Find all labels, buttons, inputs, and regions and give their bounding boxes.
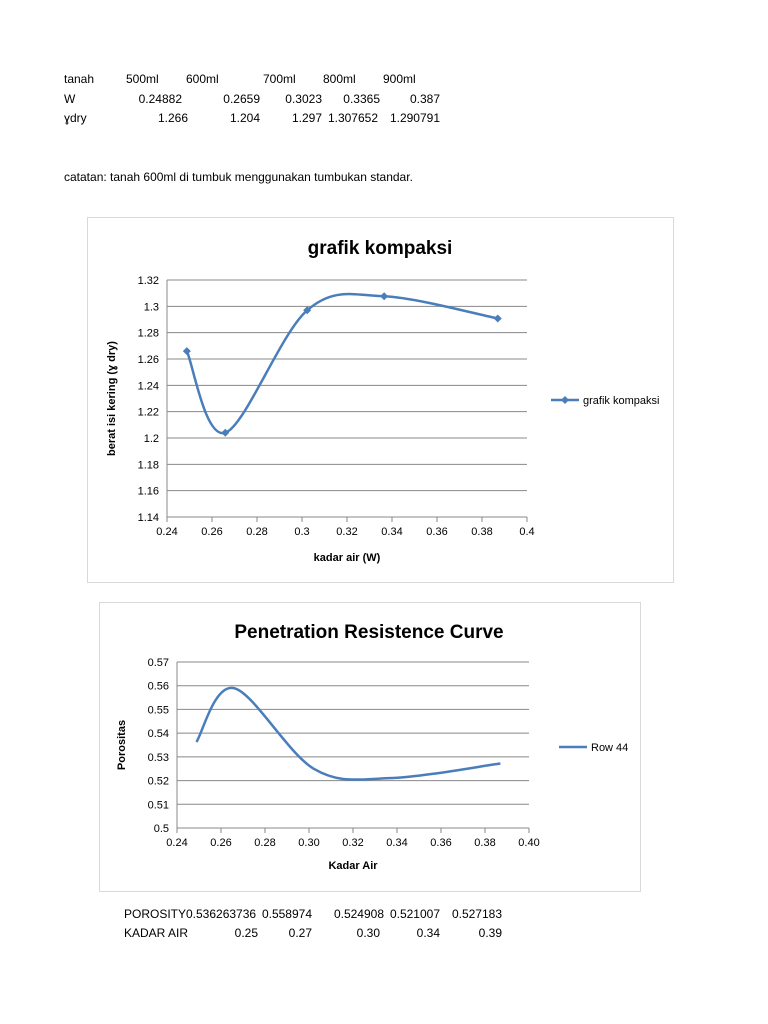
x-tick-label: 0.28	[254, 837, 275, 849]
table-cell: 0.387	[409, 92, 440, 106]
table-cell: 0.524908	[333, 907, 384, 921]
y-tick-label: 0.57	[148, 657, 169, 669]
header-cell: 700ml	[263, 72, 296, 86]
x-tick-label: 0.40	[518, 837, 539, 849]
y-tick-label: 1.14	[138, 512, 159, 524]
data-point-marker	[182, 347, 191, 356]
y-tick-label: 0.56	[148, 681, 169, 693]
x-tick-label: 0.28	[246, 526, 267, 538]
y-tick-label: 1.28	[138, 328, 159, 340]
row-label: W	[64, 92, 76, 106]
x-tick-label: 0.24	[156, 526, 177, 538]
header-cell: 500ml	[126, 72, 159, 86]
y-axis-label: berat isi kering (ɣ dry)	[106, 341, 118, 456]
data-point-marker	[303, 306, 312, 315]
penetration-chart: Penetration Resistence Curve 0.5 0.51 0.52 0…	[99, 602, 641, 892]
penetration-chart-svg: Penetration Resistence Curve 0.5 0.51 0.52 0…	[116, 622, 628, 872]
chart-title: grafik kompaksi	[308, 238, 453, 259]
header-cell: 600ml	[186, 72, 219, 86]
series-line	[185, 292, 498, 435]
y-tick-label: 0.52	[148, 776, 169, 788]
y-tick-label: 1.2	[144, 433, 159, 445]
y-tick-label: 1.32	[138, 275, 159, 287]
table-cell: 0.34	[416, 926, 440, 940]
table-cell: 0.3023	[285, 92, 322, 106]
table-cell: 0.27	[288, 926, 312, 940]
chart-title: Penetration Resistence Curve	[234, 622, 503, 643]
x-tick-label: 0.30	[298, 837, 319, 849]
x-tick-label: 0.24	[166, 837, 187, 849]
header-cell: 900ml	[383, 72, 416, 86]
y-tick-label: 0.54	[148, 728, 169, 740]
y-axis-label: Porositas	[116, 720, 128, 770]
table-cell: 1.290791	[389, 111, 440, 125]
y-tick-label: 1.3	[144, 301, 159, 313]
x-tick-label: 0.36	[430, 837, 451, 849]
table-cell: 0.30	[356, 926, 380, 940]
y-tick-label: 0.53	[148, 752, 169, 764]
y-tick-label: 0.55	[148, 704, 169, 716]
table-cell: 1.297	[291, 111, 322, 125]
x-tick-label: 0.34	[381, 526, 402, 538]
data-point-marker	[493, 314, 502, 323]
table-cell: 1.266	[157, 111, 188, 125]
x-tick-label: 0.4	[519, 526, 534, 538]
x-axis-label: kadar air (W)	[314, 552, 381, 564]
row-label: KADAR AIR	[124, 926, 189, 940]
legend-label: grafik kompaksi	[583, 395, 659, 407]
x-tick-label: 0.26	[201, 526, 222, 538]
table-cell: 0.39	[478, 926, 502, 940]
header-cell: tanah	[64, 72, 95, 86]
table-cell: 1.307652	[327, 111, 378, 125]
x-tick-label: 0.26	[210, 837, 231, 849]
y-tick-label: 0.51	[148, 799, 169, 811]
y-tick-label: 1.26	[138, 354, 159, 366]
y-tick-label: 1.22	[138, 407, 159, 419]
x-tick-label: 0.3	[294, 526, 309, 538]
table-cell: 0.24882	[138, 92, 182, 106]
x-axis-label: Kadar Air	[328, 860, 378, 872]
x-tick-label: 0.36	[426, 526, 447, 538]
series-line	[195, 686, 501, 781]
y-tick-label: 1.18	[138, 459, 159, 471]
x-tick-label: 0.32	[336, 526, 357, 538]
table-cell: 0.558974	[261, 907, 312, 921]
table-cell: 0.536263736	[186, 907, 257, 921]
y-tick-label: 1.24	[138, 380, 159, 392]
table-cell: 0.527183	[451, 907, 502, 921]
table-cell: 0.25	[234, 926, 258, 940]
y-tick-label: 0.5	[154, 823, 169, 835]
row-label: POROSITY	[124, 907, 187, 921]
compaction-chart: grafik kompaksi 1.14 1.16 1.18 1.2 1.22 1.24 1.…	[87, 217, 674, 583]
table-cell: 0.2659	[223, 92, 260, 106]
x-tick-label: 0.34	[386, 837, 407, 849]
x-tick-label: 0.32	[342, 837, 363, 849]
x-tick-label: 0.38	[471, 526, 492, 538]
note-text: catatan: tanah 600ml di tumbuk menggunak…	[64, 170, 413, 184]
data-point-marker	[221, 428, 230, 437]
table-cell: 1.204	[229, 111, 260, 125]
x-tick-label: 0.38	[474, 837, 495, 849]
legend-marker	[561, 396, 569, 404]
compaction-chart-svg: grafik kompaksi 1.14 1.16 1.18 1.2 1.22 1.24 1.…	[106, 238, 659, 564]
table-cell: 0.521007	[389, 907, 440, 921]
data-point-marker	[380, 292, 389, 301]
header-cell: 800ml	[323, 72, 356, 86]
y-tick-label: 1.16	[138, 486, 159, 498]
row-label: ɣdry	[64, 111, 87, 125]
table-cell: 0.3365	[343, 92, 380, 106]
legend-label: Row 44	[591, 742, 628, 754]
